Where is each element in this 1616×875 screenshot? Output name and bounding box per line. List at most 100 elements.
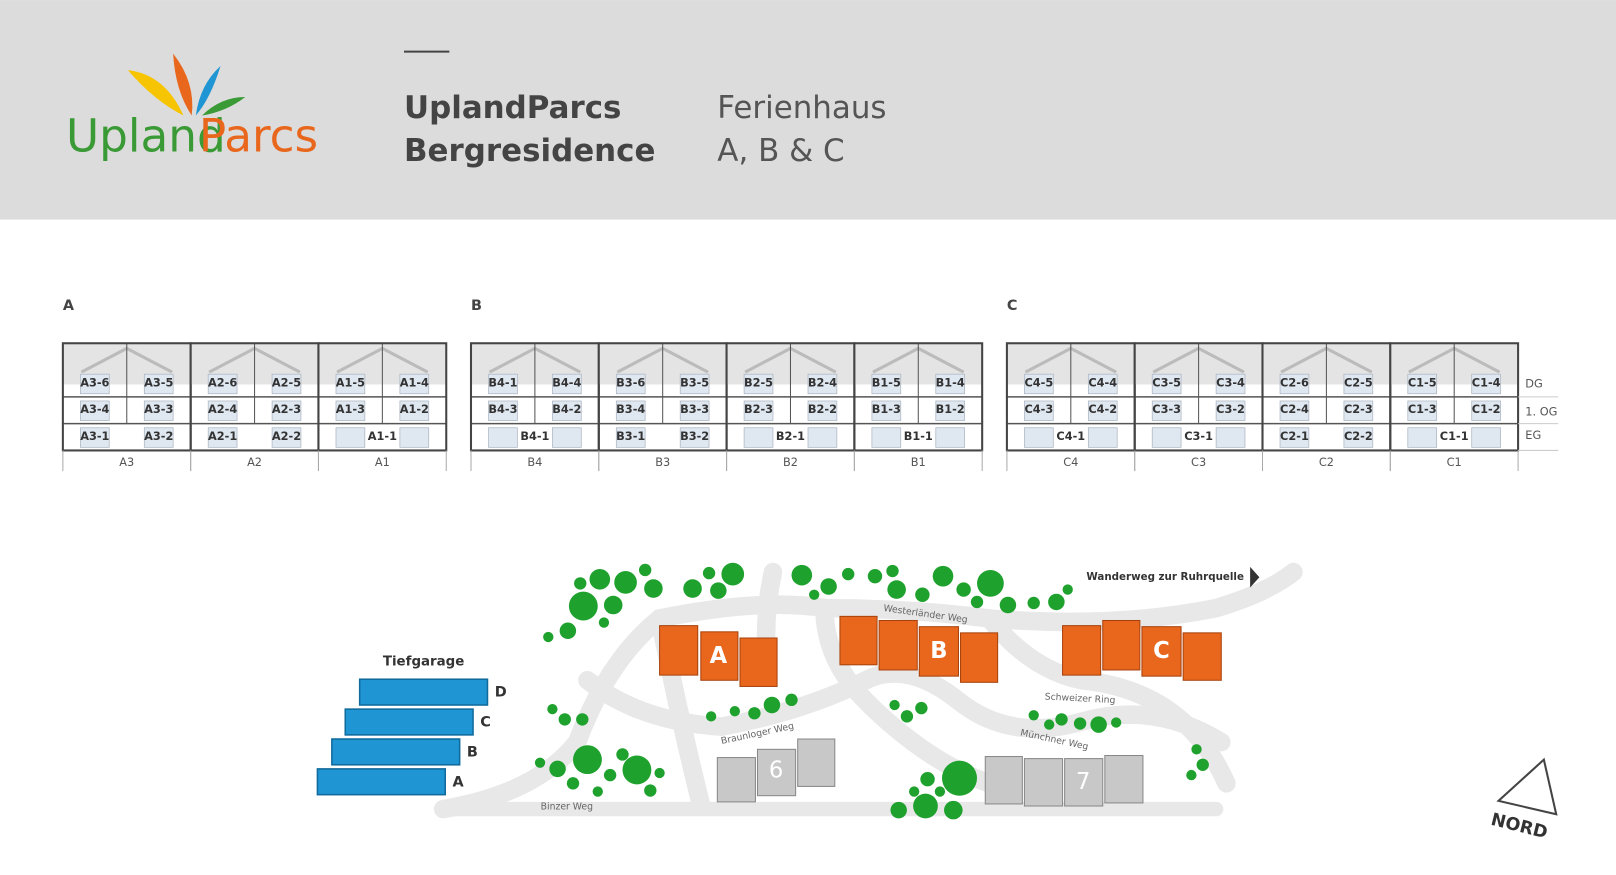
window bbox=[80, 427, 110, 448]
garage-level-label: B bbox=[467, 744, 478, 760]
unit: B4-1 B4-4B4-3 B4-2B4-1B4 bbox=[469, 342, 600, 472]
apartment-label: C4-5 bbox=[1024, 375, 1053, 389]
residence-label: 7 bbox=[1076, 769, 1090, 795]
apartment-label: B3-6 bbox=[616, 375, 645, 389]
apartment-label: A2-1 bbox=[208, 429, 237, 443]
apartment-label: C1-4 bbox=[1472, 375, 1501, 389]
floor-label: DG bbox=[1525, 376, 1543, 390]
window bbox=[1279, 373, 1310, 395]
apartment-label: B4-4 bbox=[552, 375, 581, 389]
apartment-label: A1-1 bbox=[368, 429, 397, 443]
logo-text: Parcs bbox=[199, 110, 318, 163]
window bbox=[1087, 373, 1118, 395]
apartment-label: C2-6 bbox=[1280, 375, 1309, 389]
header-band bbox=[0, 0, 1616, 220]
window bbox=[143, 427, 174, 448]
window bbox=[271, 373, 302, 395]
unit-label: B3 bbox=[655, 455, 670, 469]
apartment-label: C4-3 bbox=[1024, 402, 1053, 416]
window bbox=[207, 400, 238, 421]
window bbox=[399, 373, 430, 395]
window bbox=[1024, 400, 1054, 421]
unit: B3-6 B3-5 B3-4 B3-3 B3-1 B3-2 B3 bbox=[597, 342, 728, 472]
residence bbox=[1023, 758, 1064, 807]
house-label: C bbox=[1153, 638, 1170, 664]
unit: C1-5 C1-4 C1-3 C1-2C1-1 C1 bbox=[1389, 342, 1520, 472]
residence bbox=[756, 748, 797, 797]
window bbox=[1407, 400, 1438, 421]
window bbox=[1215, 427, 1246, 448]
apartment-label: A2-6 bbox=[208, 375, 237, 389]
building-label: B bbox=[471, 298, 482, 314]
window bbox=[1471, 400, 1501, 421]
window bbox=[615, 427, 646, 448]
window bbox=[679, 373, 710, 395]
apartment-label: B1-3 bbox=[872, 402, 901, 416]
window bbox=[335, 427, 366, 448]
garage-level bbox=[331, 738, 461, 766]
apartment-label: B3-3 bbox=[680, 402, 709, 416]
window bbox=[1343, 373, 1374, 395]
window bbox=[743, 373, 774, 395]
window bbox=[1279, 427, 1310, 448]
street-label: Schweizer Ring bbox=[1044, 691, 1115, 706]
title: Bergresidence bbox=[404, 133, 655, 169]
residence bbox=[1064, 758, 1104, 807]
floor-label: EG bbox=[1525, 428, 1541, 442]
north-arrow bbox=[1496, 757, 1558, 816]
unit: A1-5 A1-4 A1-3 A1-2A1-1 A1 bbox=[317, 342, 448, 472]
house bbox=[960, 632, 999, 683]
garage-level-label: C bbox=[480, 715, 491, 731]
roads bbox=[433, 562, 1303, 819]
apartment-label: B2-2 bbox=[808, 402, 837, 416]
window bbox=[1471, 427, 1501, 448]
apartment-label: B3-2 bbox=[680, 429, 709, 443]
window bbox=[679, 427, 710, 448]
apartment-label: B3-5 bbox=[680, 375, 709, 389]
window bbox=[1087, 400, 1118, 421]
window bbox=[1343, 427, 1374, 448]
unit: B2-5 B2-4 B2-3 B2-2B2-1 B2 bbox=[725, 342, 856, 472]
window bbox=[1407, 427, 1438, 448]
unit: B1-5 B1-4 B1-3 B1-2B1-1 B1 bbox=[853, 342, 984, 472]
window bbox=[871, 373, 902, 395]
apartment-label: C3-2 bbox=[1216, 402, 1245, 416]
unit-label: B1 bbox=[911, 455, 926, 469]
unit: A3-6 A3-5 A3-4 A3-3 A3-1 A3-2 A3 bbox=[61, 342, 192, 472]
house bbox=[1141, 626, 1182, 677]
unit-label: C1 bbox=[1447, 455, 1462, 469]
window bbox=[552, 400, 582, 421]
apartment-label: C4-2 bbox=[1088, 402, 1117, 416]
apartment-label: A2-2 bbox=[272, 429, 301, 443]
window bbox=[143, 373, 174, 395]
window bbox=[871, 400, 902, 421]
unit: C2-6 C2-5 C2-4 C2-3 C2-1 C2-2 C2 bbox=[1261, 342, 1392, 472]
house-label: A bbox=[710, 643, 728, 669]
unit-outline bbox=[317, 342, 448, 452]
apartment-label: B1-5 bbox=[872, 375, 901, 389]
unit-label: C3 bbox=[1191, 455, 1206, 469]
hiking-trail: Wanderweg zur Ruhrquelle bbox=[1086, 571, 1244, 583]
window bbox=[1279, 400, 1310, 421]
house bbox=[878, 619, 918, 671]
apartment-label: B4-1 bbox=[520, 429, 549, 443]
residence bbox=[716, 757, 756, 803]
window bbox=[743, 400, 774, 421]
apartment-label: B1-1 bbox=[904, 429, 933, 443]
apartment-label: A3-5 bbox=[144, 375, 173, 389]
apartment-label: C1-3 bbox=[1408, 402, 1437, 416]
window bbox=[1151, 400, 1182, 421]
unit-label: A3 bbox=[119, 455, 134, 469]
garage-level bbox=[344, 708, 474, 736]
apartment-label: B3-1 bbox=[616, 429, 645, 443]
apartment-label: A1-3 bbox=[336, 402, 365, 416]
apartment-label: A1-4 bbox=[400, 375, 429, 389]
house bbox=[739, 637, 778, 687]
window bbox=[488, 373, 518, 395]
apartment-label: A3-1 bbox=[80, 429, 109, 443]
window bbox=[271, 427, 302, 448]
apartment-label: C1-5 bbox=[1408, 375, 1437, 389]
window bbox=[743, 427, 774, 448]
window bbox=[1024, 373, 1054, 395]
